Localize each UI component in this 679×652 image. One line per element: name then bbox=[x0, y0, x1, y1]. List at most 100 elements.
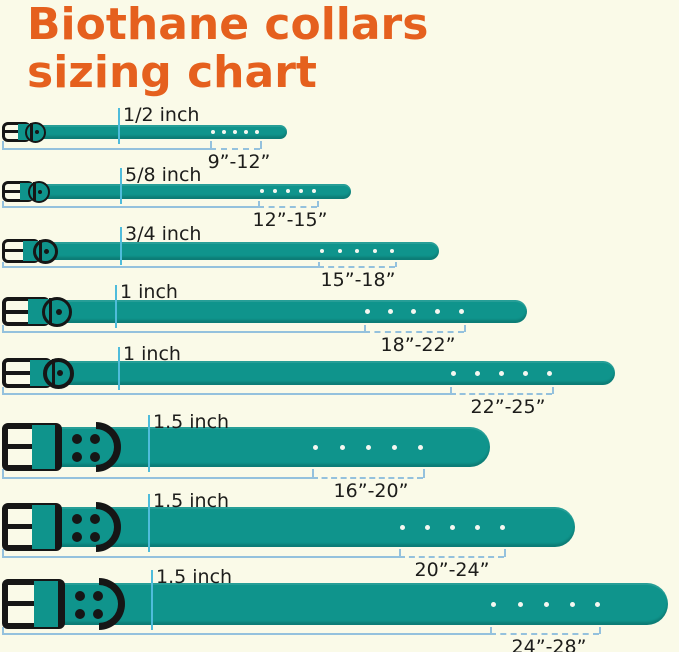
width-label: 1 inch bbox=[123, 343, 181, 365]
size-range-label: 15”-18” bbox=[320, 269, 396, 291]
measure-line-dashed bbox=[364, 331, 464, 333]
rivet-dot-icon bbox=[90, 452, 100, 462]
width-tick-line bbox=[148, 415, 150, 472]
size-range-label: 9”-12” bbox=[207, 151, 271, 173]
ring-hole-dot bbox=[57, 370, 63, 376]
size-range-label: 20”-24” bbox=[414, 559, 490, 581]
measure-line-dashed bbox=[399, 556, 504, 558]
collar-hole bbox=[449, 524, 455, 530]
collar-hole bbox=[273, 189, 277, 193]
buckle-keeper-icon bbox=[55, 424, 59, 470]
measure-line-dashed bbox=[210, 148, 260, 150]
width-tick-line bbox=[118, 108, 120, 144]
collar-strap bbox=[2, 300, 527, 323]
measure-line-solid bbox=[2, 331, 364, 333]
rivet-dot-icon bbox=[90, 434, 100, 444]
collar-strap bbox=[2, 242, 439, 260]
width-label: 1.5 inch bbox=[153, 411, 230, 433]
title-line-1: Biothane collars bbox=[27, 0, 429, 50]
measure-tick bbox=[2, 549, 4, 557]
measure-line-dashed bbox=[450, 393, 552, 395]
collar-hole bbox=[312, 189, 316, 193]
rivet-dot-icon bbox=[75, 609, 85, 619]
collar-hole bbox=[233, 130, 237, 134]
width-label: 1 inch bbox=[120, 281, 178, 303]
measure-line-solid bbox=[2, 206, 258, 208]
collar-hole bbox=[338, 249, 342, 253]
collar-strap bbox=[2, 125, 287, 139]
collar-hole bbox=[474, 370, 480, 376]
page-title: Biothane collars sizing chart bbox=[27, 1, 428, 97]
collar-hole bbox=[260, 189, 264, 193]
collar-hole bbox=[522, 370, 528, 376]
measure-line-solid bbox=[2, 556, 399, 558]
measure-tick bbox=[464, 325, 466, 332]
collar-hole bbox=[222, 130, 226, 134]
collar-hole bbox=[365, 444, 371, 450]
measure-tick bbox=[2, 325, 4, 332]
measure-tick bbox=[260, 141, 262, 149]
d-ring-icon bbox=[96, 502, 121, 552]
collar-strap bbox=[2, 427, 490, 467]
size-range-label: 16”-20” bbox=[333, 480, 409, 502]
width-tick-line bbox=[115, 285, 117, 328]
d-ring-icon bbox=[99, 578, 125, 630]
collar-hole bbox=[499, 524, 505, 530]
buckle-bar-icon bbox=[6, 310, 46, 314]
measure-tick bbox=[504, 549, 506, 557]
rivet-dot-icon bbox=[93, 591, 103, 601]
ring-hole-dot bbox=[38, 190, 42, 194]
measure-tick bbox=[599, 627, 601, 634]
collar-strap bbox=[2, 361, 615, 385]
measure-tick bbox=[2, 141, 4, 149]
strap-fold bbox=[32, 425, 59, 469]
measure-line-dashed bbox=[318, 266, 395, 268]
width-tick-line bbox=[120, 168, 122, 204]
measure-line-solid bbox=[2, 148, 210, 150]
buckle-bar-icon bbox=[5, 249, 37, 252]
size-range-label: 24”-28” bbox=[511, 636, 587, 652]
collar-hole bbox=[490, 601, 496, 607]
collar-hole bbox=[339, 444, 345, 450]
rivet-dot-icon bbox=[72, 434, 82, 444]
measure-tick bbox=[395, 262, 397, 267]
collar-hole bbox=[517, 601, 523, 607]
buckle-bar-icon bbox=[7, 601, 60, 606]
buckle-keeper-icon bbox=[33, 182, 36, 201]
collar-hole bbox=[390, 249, 394, 253]
measure-line-solid bbox=[2, 266, 318, 268]
collar-hole bbox=[255, 130, 259, 134]
width-tick-line bbox=[118, 347, 120, 390]
collar-hole bbox=[569, 601, 575, 607]
rivet-dot-icon bbox=[75, 591, 85, 601]
buckle-bar-icon bbox=[6, 371, 48, 375]
measure-tick bbox=[450, 387, 452, 394]
measure-tick bbox=[423, 469, 425, 478]
collar-hole bbox=[244, 130, 248, 134]
buckle-keeper-icon bbox=[58, 580, 62, 628]
collar-hole bbox=[424, 524, 430, 530]
collar-hole bbox=[458, 308, 464, 314]
measure-tick bbox=[552, 387, 554, 394]
collar-hole bbox=[498, 370, 504, 376]
title-line-2: sizing chart bbox=[27, 47, 317, 98]
measure-line-solid bbox=[2, 393, 450, 395]
width-tick-line bbox=[120, 227, 122, 265]
buckle-keeper-icon bbox=[49, 298, 52, 325]
measure-tick bbox=[2, 627, 4, 634]
strap-fold bbox=[32, 505, 59, 549]
collar-strap bbox=[2, 507, 575, 547]
collar-hole bbox=[410, 308, 416, 314]
rivet-dot-icon bbox=[72, 452, 82, 462]
collar-hole bbox=[543, 601, 549, 607]
collar-hole bbox=[474, 524, 480, 530]
buckle-keeper-icon bbox=[52, 359, 55, 387]
collar-hole bbox=[391, 444, 397, 450]
